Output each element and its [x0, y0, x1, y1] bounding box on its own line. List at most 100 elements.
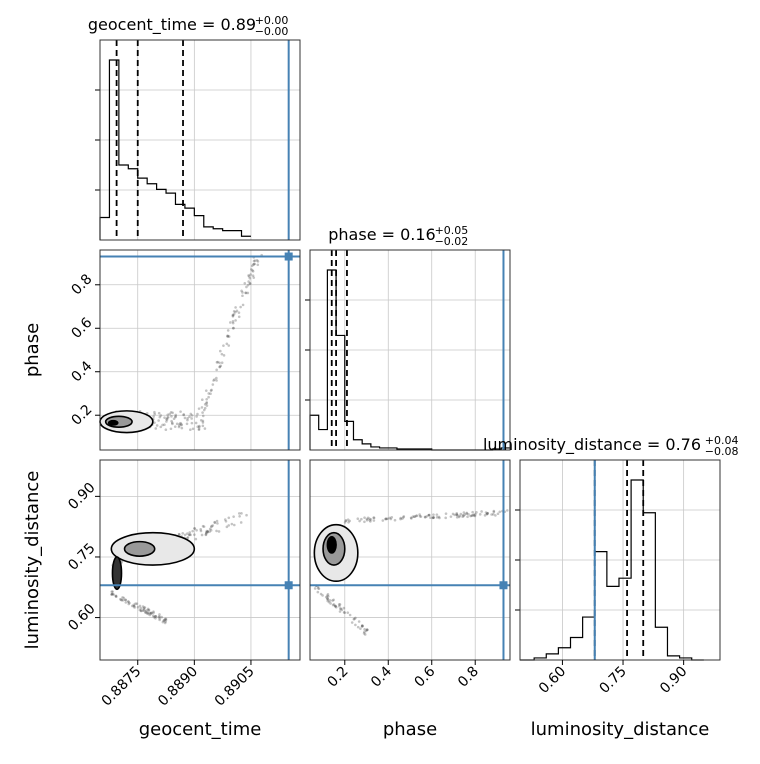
scatter-phase-geocent-pt-93 [195, 415, 198, 418]
scatter-lum-geocent-pt-150 [153, 615, 157, 618]
scatter-lum-phase-pt-49 [369, 520, 372, 523]
scatter-lum-geocent-pt-183 [158, 613, 161, 616]
scatter-lum-phase-pt-157 [334, 604, 337, 608]
scatter-lum-phase-pt-63 [444, 512, 448, 515]
scatter-lum-geocent-pt-36 [178, 533, 181, 536]
scatter-lum-geocent-pt-5 [194, 537, 198, 541]
scatter-phase-geocent-pt-14 [179, 421, 182, 425]
scatter-lum-phase-pt-127 [365, 628, 369, 632]
scatter-lum-phase-pt-39 [462, 511, 466, 514]
scatter-lum-phase-pt-104 [451, 512, 455, 516]
scatter-phase-geocent-pt-6 [199, 418, 203, 422]
scatter-lum-phase-pt-164 [340, 608, 344, 612]
scatter-phase-geocent-pt-165 [249, 273, 252, 276]
scatter-lum-phase-pt-123 [363, 630, 366, 634]
scatter-lum-phase-pt-69 [411, 515, 415, 519]
scatter-phase-geocent-pt-98 [196, 412, 199, 416]
scatter-lum-geocent-pt-177 [110, 592, 114, 596]
scatter-lum-geocent-pt-144 [145, 609, 148, 612]
scatter-phase-geocent-pt-189 [251, 269, 254, 272]
scatter-lum-geocent-pt-7 [204, 533, 208, 537]
scatter-phase-geocent-pt-82 [173, 425, 177, 428]
scatter-phase-geocent-pt-201 [222, 354, 226, 357]
scatter-phase-geocent-pt-203 [250, 264, 254, 268]
hist-luminosity_distance [520, 479, 704, 661]
scatter-phase-geocent-pt-76 [186, 418, 189, 422]
scatter-lum-phase-pt-65 [356, 517, 360, 520]
scatter-lum-geocent-pt-59 [210, 525, 213, 529]
xtick-label-geocent_time-1: 0.8890 [155, 664, 201, 710]
xtick-label-phase-3: 0.8 [455, 664, 482, 691]
xlabel-luminosity_distance: luminosity_distance [531, 719, 710, 740]
scatter-lum-phase-pt-42 [431, 516, 435, 520]
scatter-phase-geocent-pt-113 [158, 415, 162, 419]
scatter-lum-phase-pt-99 [372, 519, 376, 522]
scatter-lum-geocent-pt-165 [122, 596, 126, 600]
scatter-lum-phase-pt-163 [357, 620, 361, 623]
scatter-lum-phase-pt-12 [346, 518, 350, 521]
scatter-lum-phase-pt-47 [389, 517, 393, 521]
scatter-phase-geocent-pt-163 [218, 361, 221, 365]
scatter-lum-geocent-pt-2 [189, 533, 192, 537]
scatter-phase-geocent-pt-99 [180, 423, 183, 426]
scatter-lum-phase-pt-54 [347, 520, 350, 524]
scatter-phase-geocent-pt-164 [200, 398, 204, 402]
scatter-phase-geocent-pt-87 [196, 425, 200, 429]
scatter-phase-geocent-pt-192 [247, 275, 251, 278]
scatter-lum-phase-pt-94 [432, 516, 435, 520]
scatter-lum-geocent-pt-106 [188, 531, 192, 534]
scatter-phase-geocent-pt-175 [231, 314, 235, 318]
scatter-phase-geocent-pt-121 [237, 315, 241, 319]
scatter-lum-phase-pt-152 [319, 592, 323, 596]
scatter-phase-geocent-pt-168 [204, 389, 208, 392]
scatter-lum-geocent-pt-174 [142, 608, 146, 612]
scatter-lum-phase-pt-148 [348, 613, 352, 617]
scatter-lum-phase-pt-55 [386, 517, 389, 521]
scatter-phase-geocent-pt-157 [252, 262, 256, 266]
scatter-phase-geocent-pt-183 [218, 365, 222, 369]
scatter-lum-phase-pt-5 [472, 514, 476, 517]
scatter-phase-geocent-pt-18 [183, 416, 187, 420]
scatter-lum-phase-pt-25 [366, 516, 370, 520]
scatter-phase-geocent-pt-161 [218, 365, 222, 368]
scatter-phase-geocent-pt-174 [232, 312, 236, 316]
truth-point-luminosity_distance-phase [499, 581, 508, 590]
scatter-phase-geocent-pt-179 [215, 376, 218, 380]
scatter-lum-geocent-pt-71 [188, 533, 191, 536]
scatter-phase-geocent-pt-144 [220, 352, 224, 356]
scatter-lum-geocent-pt-162 [127, 600, 130, 604]
title-sub-geocent_time: −0.00 [255, 25, 289, 38]
scatter-lum-phase-pt-125 [324, 595, 328, 599]
scatter-phase-geocent-pt-134 [240, 289, 243, 293]
scatter-lum-geocent-pt-169 [149, 611, 153, 615]
scatter-lum-geocent-pt-128 [142, 607, 146, 611]
frame-luminosity_distance-geocent_time [99, 459, 301, 661]
scatter-phase-geocent-pt-146 [213, 378, 216, 381]
scatter-lum-phase-pt-9 [471, 510, 474, 514]
scatter-phase-geocent-pt-158 [215, 368, 218, 372]
scatter-lum-geocent-pt-184 [110, 590, 114, 593]
scatter-phase-geocent-pt-149 [226, 334, 229, 338]
scatter-phase-geocent-pt-152 [212, 379, 215, 382]
scatter-lum-phase-pt-93 [490, 513, 493, 516]
scatter-phase-geocent-pt-47 [152, 415, 155, 418]
scatter-phase-geocent-pt-15 [189, 428, 192, 431]
scatter-lum-geocent-pt-155 [114, 595, 118, 598]
scatter-phase-geocent-pt-4 [185, 422, 189, 426]
scatter-phase-geocent-pt-125 [225, 342, 229, 346]
scatter-lum-geocent-pt-3 [183, 533, 187, 537]
scatter-lum-phase-pt-116 [317, 587, 321, 590]
ytick-label-phase-3: 0.8 [68, 271, 95, 298]
scatter-lum-phase-pt-140 [339, 607, 342, 611]
scatter-lum-phase-pt-135 [334, 605, 338, 609]
scatter-lum-phase-pt-44 [344, 519, 348, 523]
scatter-lum-phase-pt-45 [399, 517, 402, 521]
scatter-phase-geocent-pt-53 [177, 424, 181, 427]
scatter-phase-geocent-pt-150 [209, 392, 212, 396]
scatter-phase-geocent-pt-137 [235, 309, 239, 313]
scatter-lum-phase-pt-119 [338, 603, 342, 606]
scatter-lum-phase-pt-51 [384, 517, 387, 521]
scatter-phase-geocent-pt-181 [251, 274, 255, 277]
scatter-lum-geocent-pt-179 [136, 605, 140, 609]
scatter-lum-phase-pt-68 [427, 513, 430, 517]
